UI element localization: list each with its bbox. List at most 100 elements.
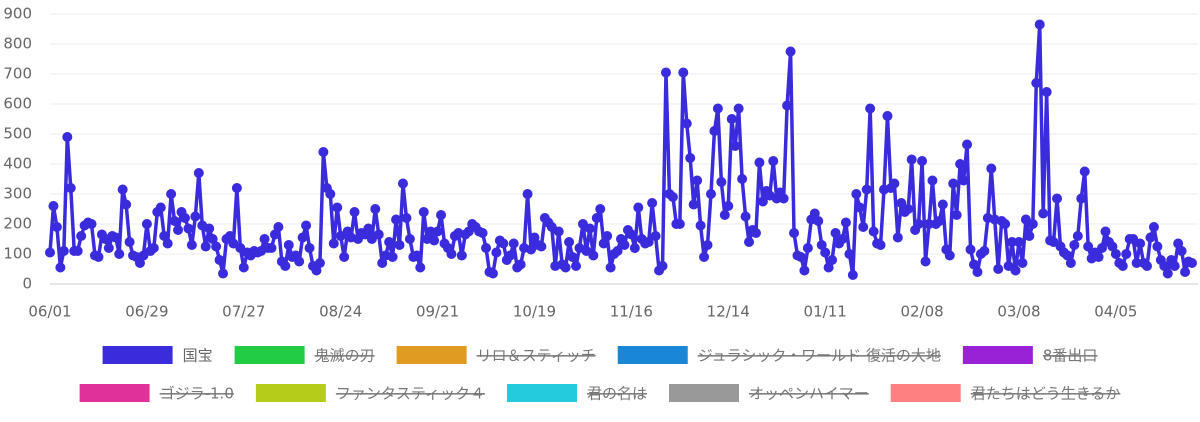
data-point (827, 255, 838, 265)
data-point (861, 184, 872, 195)
data-point (667, 192, 678, 202)
x-tick-label: 01/11 (804, 303, 847, 321)
legend-label: 8番出口 (1043, 347, 1098, 365)
data-point (1097, 243, 1108, 253)
data-point (1027, 219, 1038, 229)
data-point (134, 258, 145, 268)
x-tick-label: 07/27 (222, 303, 265, 321)
legend-item[interactable]: 8番出口 (962, 346, 1098, 365)
data-point (432, 226, 443, 237)
legend-swatch (79, 384, 150, 402)
data-point (204, 223, 215, 234)
data-point (93, 252, 104, 262)
data-point (391, 214, 402, 225)
data-point (837, 234, 848, 244)
legend-label: ジュラシック・ワールド 復活の大地 (698, 347, 941, 365)
data-point (1135, 238, 1146, 249)
data-point (733, 103, 744, 114)
data-point (76, 231, 87, 241)
data-point (377, 258, 388, 268)
data-point (487, 268, 498, 279)
data-point (1152, 241, 1163, 252)
data-point (643, 237, 654, 247)
data-point (626, 229, 637, 240)
data-point (429, 235, 440, 246)
data-point (214, 255, 225, 265)
data-point (173, 225, 184, 235)
data-point (294, 256, 305, 267)
data-point (110, 232, 121, 243)
data-point (1007, 237, 1018, 247)
data-point (179, 213, 190, 223)
data-point (259, 234, 270, 244)
x-tick-label: 03/08 (997, 303, 1040, 321)
data-point (477, 228, 488, 238)
legend-label: オッペンハイマー (749, 385, 869, 403)
data-point (332, 202, 343, 213)
data-point (1041, 87, 1052, 97)
legend-item[interactable]: 国宝 (102, 346, 213, 365)
legend-item[interactable]: ジュラシック・ワールド 復活の大地 (617, 346, 941, 365)
data-point (114, 249, 125, 259)
data-point (86, 219, 97, 229)
data-point (785, 46, 796, 57)
data-point (1117, 261, 1128, 271)
data-point (65, 183, 76, 193)
data-point (297, 232, 308, 243)
data-point (865, 103, 876, 114)
legend-item[interactable]: リロ＆スティッチ (396, 346, 596, 365)
data-point (200, 241, 211, 252)
data-point (328, 238, 339, 249)
data-point (1072, 231, 1083, 241)
legend-item[interactable]: 君たちはどう生きるか (890, 384, 1121, 403)
data-point (148, 243, 159, 253)
data-point (944, 250, 955, 261)
data-point (813, 216, 824, 226)
data-point (325, 189, 336, 199)
data-point (1180, 267, 1191, 277)
data-point (273, 222, 284, 232)
data-point (183, 223, 194, 234)
data-point (269, 229, 280, 240)
data-point (750, 228, 761, 238)
data-point (875, 240, 886, 250)
legend-label: リロ＆スティッチ (477, 347, 596, 365)
data-point (498, 238, 509, 249)
data-point (778, 193, 789, 204)
data-point (726, 114, 737, 124)
data-point (1100, 226, 1111, 237)
data-point (986, 163, 997, 174)
legend-swatch (962, 346, 1033, 364)
data-point (124, 237, 135, 247)
data-point (55, 262, 66, 273)
data-point (515, 259, 526, 270)
data-point (591, 213, 602, 223)
data-point (844, 249, 855, 259)
data-point (605, 262, 616, 273)
data-point (1076, 193, 1087, 204)
data-point (529, 232, 540, 243)
data-point (1187, 258, 1197, 268)
data-point (45, 247, 55, 258)
legend-item[interactable]: ゴジラ-1.0 (79, 384, 234, 403)
y-tick-label: 900 (3, 5, 32, 23)
legend-item[interactable]: オッペンハイマー (669, 384, 869, 403)
data-point (411, 250, 422, 261)
data-point (906, 154, 917, 165)
data-point (211, 241, 222, 252)
legend-item[interactable]: 君の名は (506, 384, 647, 403)
data-point (1034, 19, 1045, 30)
data-point (692, 175, 703, 186)
data-point (425, 226, 436, 237)
legend-item[interactable]: 鬼滅の刃 (234, 346, 375, 365)
data-point (564, 237, 575, 247)
data-point (1162, 268, 1173, 279)
data-point (923, 219, 934, 229)
data-point (1083, 241, 1094, 252)
data-point (1052, 193, 1063, 204)
data-point (660, 67, 671, 78)
data-point (1024, 231, 1035, 241)
data-point (1145, 232, 1156, 243)
legend-item[interactable]: ファンタスティック４ (255, 384, 485, 403)
data-point (650, 231, 661, 241)
